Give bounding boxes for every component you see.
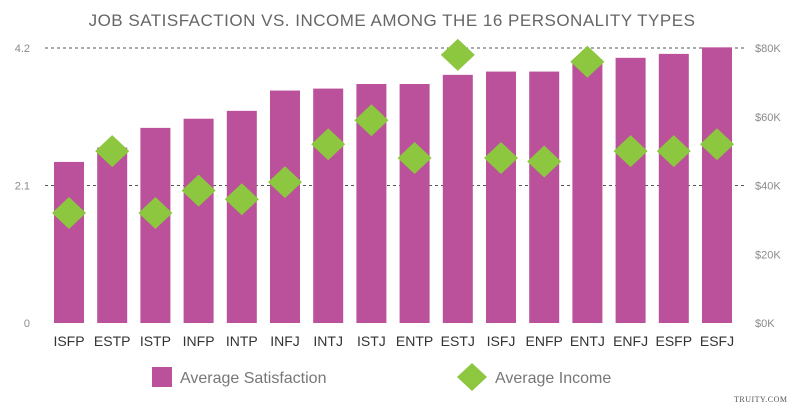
income-diamond-esfp (656, 135, 691, 168)
income-diamond-esfj (700, 128, 734, 161)
income-diamond-infj (268, 166, 302, 199)
chart-title: JOB SATISFACTION VS. INCOME AMONG THE 16… (89, 11, 696, 30)
legend-satisfaction-swatch (152, 367, 172, 387)
category-label-istp: ISTP (140, 333, 171, 349)
bar-isfp (54, 161, 84, 323)
category-label-esfj: ESFJ (700, 333, 734, 349)
category-label-istj: ISTJ (357, 333, 386, 349)
income-diamond-entj (570, 45, 605, 78)
income-diamond-intj (311, 128, 346, 161)
right-tick-label-1: $60K (755, 112, 781, 124)
legend-satisfaction-label: Average Satisfaction (180, 370, 326, 387)
bar-entp (399, 84, 430, 323)
bar-entj (572, 63, 603, 324)
legend-income-label: Average Income (495, 370, 611, 387)
bar-enfp (529, 71, 560, 323)
category-label-entp: ENTP (396, 333, 433, 349)
bar-infp (183, 118, 214, 323)
right-tick-label-0: $80K (755, 43, 781, 55)
category-label-isfj: ISFJ (487, 333, 516, 349)
left-tick-label-0: 4.2 (15, 43, 30, 55)
bar-esfp (658, 53, 689, 324)
category-label-estj: ESTJ (441, 333, 475, 349)
legend-income-diamond (457, 363, 487, 391)
category-label-estp: ESTP (94, 333, 131, 349)
category-label-entj: ENTJ (570, 333, 605, 349)
category-label-esfp: ESFP (656, 333, 693, 349)
income-diamond-enfp (527, 145, 562, 178)
right-tick-label-2: $40K (755, 181, 781, 193)
bar-intj (313, 88, 344, 323)
credit-text: TRUITY.COM (734, 395, 788, 404)
bar-isfj (486, 71, 516, 323)
bar-intp (226, 110, 257, 323)
category-label-enfj: ENFJ (613, 333, 648, 349)
bar-enfj (615, 57, 646, 323)
category-label-intj: INTJ (313, 333, 343, 349)
legend: Average Satisfaction Average Income (152, 363, 611, 391)
income-diamond-entp (397, 142, 432, 174)
category-labels: ISFP ESTP ISTP INFP INTP INFJ INTJ ISTJ ENTP ESTJ… (53, 333, 734, 349)
income-diamond-infp (181, 174, 216, 207)
income-diamond-isfj (484, 142, 518, 174)
right-tick-label-4: $0K (755, 318, 775, 330)
income-diamond-isfp (52, 197, 86, 229)
income-diamond-istj (354, 104, 389, 137)
bar-esfj (702, 47, 732, 323)
category-label-enfp: ENFP (526, 333, 563, 349)
category-label-isfp: ISFP (53, 333, 84, 349)
right-tick-label-3: $20K (755, 249, 781, 261)
left-axis-ticks: 4.2 2.1 0 (15, 43, 30, 330)
bar-infj (270, 90, 300, 323)
left-tick-label-2: 0 (24, 318, 30, 330)
satisfaction-bars (54, 47, 732, 324)
income-markers (52, 38, 734, 229)
category-label-infp: INFP (183, 333, 215, 349)
bar-estj (442, 74, 473, 323)
category-label-intp: INTP (226, 333, 258, 349)
right-axis-ticks: $80K $60K $40K $20K $0K (755, 43, 781, 330)
income-diamond-estj (440, 38, 475, 71)
income-diamond-istp (138, 197, 173, 229)
income-diamond-estp (95, 135, 130, 168)
income-diamond-enfj (613, 135, 648, 168)
bar-estp (97, 147, 128, 323)
left-tick-label-1: 2.1 (15, 181, 30, 193)
category-label-infj: INFJ (270, 333, 300, 349)
income-diamond-intp (224, 183, 259, 216)
